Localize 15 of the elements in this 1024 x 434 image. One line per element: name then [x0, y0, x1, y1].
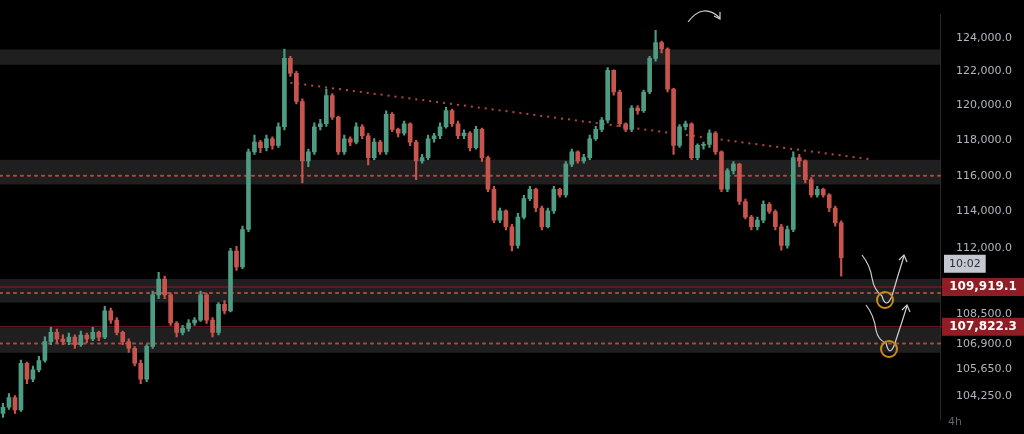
- y-tick-label: 116,000.0: [956, 168, 1012, 182]
- y-tick-label: 120,000.0: [956, 98, 1012, 112]
- y-tick-label: 118,000.0: [956, 133, 1012, 147]
- y-tick-label: 112,000.0: [956, 241, 1012, 255]
- ref-line-label: 107,822.3: [949, 318, 1017, 333]
- ref-line-label: 109,919.1: [949, 279, 1017, 294]
- text: 4h: [948, 414, 962, 428]
- y-tick-label: 124,000.0: [956, 30, 1012, 44]
- y-tick-label: 114,000.0: [956, 204, 1012, 218]
- y-tick-label: 122,000.0: [956, 64, 1012, 78]
- y-tick-label: 104,250.0: [956, 389, 1012, 403]
- text: 10:02: [949, 256, 981, 270]
- y-tick-label: 108,500.0: [956, 306, 1012, 320]
- y-tick-label: 106,900.0: [956, 337, 1012, 351]
- y-tick-label: 105,650.0: [956, 361, 1012, 375]
